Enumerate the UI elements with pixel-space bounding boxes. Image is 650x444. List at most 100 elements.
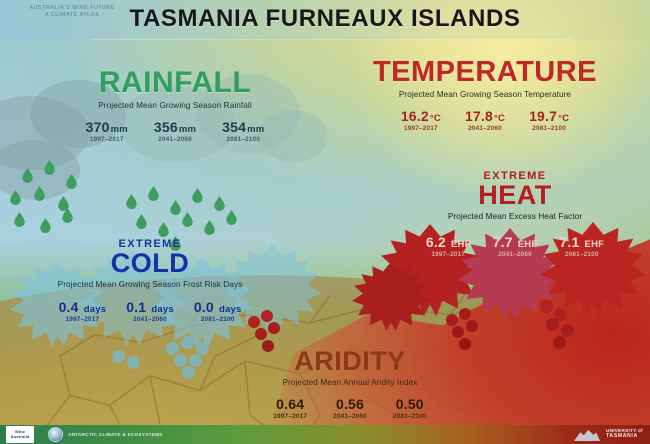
stat-unit: mm bbox=[247, 124, 265, 135]
section-extreme-cold: EXTREME COLD Projected Mean Growing Seas… bbox=[15, 238, 285, 323]
raindrop-icon bbox=[136, 214, 147, 229]
brand-line-1: AUSTRALIA'S WINE FUTURE bbox=[29, 5, 115, 11]
stat-item: 7.1 EHF 2081–2100 bbox=[559, 234, 604, 258]
utas-line-2: TASMANIA bbox=[606, 433, 638, 440]
frost-grape-berry-icon bbox=[182, 366, 195, 379]
grape-berry-icon bbox=[554, 308, 567, 321]
stat-unit: mm bbox=[178, 124, 197, 135]
stat-period: 2081–2100 bbox=[226, 136, 261, 143]
raindrop-icon bbox=[58, 196, 69, 211]
frost-grape-berry-icon bbox=[196, 342, 209, 355]
section-subtitle-temperature: Projected Mean Growing Season Temperatur… bbox=[398, 90, 572, 99]
stat-period: 2081–2100 bbox=[392, 413, 427, 420]
stat-unit: °C bbox=[429, 113, 441, 124]
stat-item: 0.50 2081–2100 bbox=[393, 396, 427, 420]
frost-grape-berry-icon bbox=[112, 350, 125, 363]
stat-period: 2081–2100 bbox=[200, 316, 235, 323]
brand-lockup: AUSTRALIA'S WINE FUTURE A CLIMATE ATLAS bbox=[12, 5, 132, 20]
stat-value: 370mm bbox=[85, 119, 128, 135]
raindrop-icon bbox=[66, 174, 77, 189]
stat-item: 7.7 EHF 2041–2060 bbox=[493, 234, 538, 258]
raindrop-icon bbox=[126, 194, 137, 209]
stat-unit: °C bbox=[494, 113, 506, 124]
stat-value: 7.7 EHF bbox=[492, 234, 538, 250]
section-title-aridity: ARIDITY bbox=[294, 346, 406, 376]
grape-berry-icon bbox=[268, 322, 280, 334]
utas-line-1: UNIVERSITY of bbox=[606, 428, 643, 434]
stat-value: 0.64 bbox=[276, 396, 305, 412]
ace-crc-label: ANTARCTIC CLIMATE & ECOSYSTEMS bbox=[68, 432, 163, 437]
stat-item: 370mm 1997–2017 bbox=[86, 119, 128, 143]
cloud-shape bbox=[118, 86, 236, 162]
raindrop-icon bbox=[226, 210, 237, 225]
raindrop-icon bbox=[170, 200, 181, 215]
frost-grape-berry-icon bbox=[174, 354, 187, 367]
raindrop-icon bbox=[182, 212, 193, 227]
section-title-heat: HEAT bbox=[478, 180, 552, 210]
stat-group-aridity: 0.64 1997–2017 0.56 2041–2060 0.50 2081–… bbox=[215, 396, 485, 420]
stat-value: 0.56 bbox=[335, 396, 365, 412]
stat-period: 2081–2100 bbox=[532, 125, 567, 132]
section-temperature: TEMPERATURE Projected Mean Growing Seaso… bbox=[340, 56, 630, 133]
section-subtitle-cold: Projected Mean Growing Season Frost Risk… bbox=[57, 280, 243, 289]
stat-period: 2041–2060 bbox=[498, 251, 532, 258]
brand-line-2: A CLIMATE ATLAS bbox=[44, 12, 100, 19]
grape-berry-icon bbox=[553, 336, 566, 349]
stat-item: 0.56 2041–2060 bbox=[333, 396, 367, 420]
frost-grape-berry-icon bbox=[189, 354, 202, 367]
grape-berry-icon bbox=[255, 328, 267, 340]
stat-item: 356mm 2041–2060 bbox=[154, 119, 196, 143]
grape-berry-icon bbox=[452, 326, 464, 338]
cloud-shape bbox=[258, 110, 328, 162]
stat-period: 2041–2060 bbox=[468, 125, 502, 132]
utas-logo: UNIVERSITY of TASMANIA bbox=[606, 428, 643, 440]
stat-value: 0.1 days bbox=[126, 299, 174, 315]
stat-unit: EHF bbox=[517, 239, 538, 250]
frost-grape-berry-icon bbox=[181, 336, 194, 349]
raindrop-icon bbox=[158, 222, 169, 237]
stat-item: 6.2 EHF 1997–2017 bbox=[426, 234, 471, 258]
wine-australia-logo: Wine Australia bbox=[6, 426, 34, 443]
stat-value: 354mm bbox=[222, 119, 265, 135]
frost-grape-berry-icon bbox=[166, 342, 179, 355]
raindrop-icon bbox=[148, 186, 159, 201]
grape-berry-icon bbox=[262, 340, 274, 352]
raindrop-icon bbox=[170, 236, 181, 251]
stat-value: 6.2 EHF bbox=[425, 234, 471, 250]
raindrop-icon bbox=[10, 190, 21, 205]
cloud-shape bbox=[30, 80, 126, 148]
header-divider bbox=[92, 39, 572, 40]
stat-value: 19.7°C bbox=[529, 108, 570, 124]
section-extreme-heat: EXTREME HEAT Projected Mean Excess Heat … bbox=[390, 170, 640, 258]
raindrop-icon bbox=[40, 218, 51, 233]
mountain-logo-icon bbox=[574, 429, 600, 441]
stat-group-cold: 0.4 days 1997–2017 0.1 days 2041–2060 0.… bbox=[15, 299, 285, 323]
section-title-temperature: TEMPERATURE bbox=[372, 56, 598, 88]
raindrop-icon bbox=[204, 220, 215, 235]
stat-item: 0.0 days 2081–2100 bbox=[194, 299, 242, 323]
stat-period: 1997–2017 bbox=[65, 316, 100, 323]
stat-unit: days bbox=[83, 304, 107, 315]
stat-item: 0.64 1997–2017 bbox=[273, 396, 307, 420]
grape-berry-icon bbox=[540, 300, 553, 313]
stat-unit: days bbox=[151, 304, 174, 315]
stat-unit: EHF bbox=[451, 239, 471, 250]
stat-value: 16.2°C bbox=[400, 108, 441, 124]
stat-value: 0.50 bbox=[395, 396, 424, 412]
stat-value: 17.8°C bbox=[464, 108, 506, 124]
grape-berry-icon bbox=[466, 320, 478, 332]
stat-period: 1997–2017 bbox=[431, 251, 466, 258]
raindrop-icon bbox=[44, 160, 55, 175]
stat-item: 17.8°C 2041–2060 bbox=[465, 108, 505, 132]
section-subtitle-rainfall: Projected Mean Growing Season Rainfall bbox=[98, 101, 252, 110]
stat-unit: mm bbox=[110, 124, 128, 135]
footer-bar: Wine Australia ANTARCTIC CLIMATE & ECOSY… bbox=[0, 425, 650, 444]
section-title-cold: COLD bbox=[110, 248, 190, 278]
stat-period: 2041–2060 bbox=[158, 136, 192, 143]
stat-group-temperature: 16.2°C 1997–2017 17.8°C 2041–2060 19.7°C… bbox=[340, 108, 630, 132]
wine-australia-line-2: Australia bbox=[10, 433, 30, 439]
ace-crc-logo-icon bbox=[48, 427, 63, 442]
stat-group-rainfall: 370mm 1997–2017 356mm 2041–2060 354mm 20… bbox=[50, 119, 300, 143]
stat-item: 354mm 2081–2100 bbox=[222, 119, 264, 143]
